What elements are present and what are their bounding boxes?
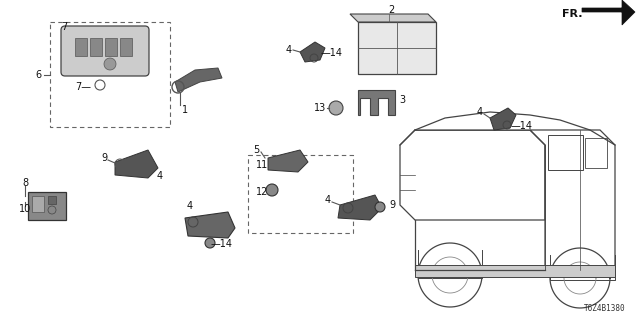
Circle shape [205,238,215,248]
Bar [548,135,583,170]
Text: 4: 4 [477,107,483,117]
Polygon shape [490,108,516,130]
Bar [32,196,44,212]
Text: 4: 4 [286,45,292,55]
Text: 12: 12 [256,187,268,197]
Circle shape [48,206,56,214]
Text: 7—: 7— [75,82,91,92]
Polygon shape [300,42,325,62]
FancyBboxPatch shape [61,26,149,76]
Bar [120,38,132,56]
Bar [75,38,87,56]
Polygon shape [358,90,395,115]
Bar [50,22,170,127]
Polygon shape [582,0,635,25]
Text: 13: 13 [314,103,326,113]
Text: 6: 6 [35,70,41,80]
Text: 11: 11 [256,160,268,170]
Text: 10: 10 [19,204,31,214]
Bar [28,192,66,220]
Polygon shape [185,212,235,238]
Text: 4: 4 [325,195,331,205]
Text: 4: 4 [187,201,193,211]
Bar [105,38,117,56]
Polygon shape [268,150,308,172]
Circle shape [104,58,116,70]
Polygon shape [338,195,382,220]
Text: 7: 7 [61,22,67,32]
Text: 3: 3 [399,95,405,105]
Text: —14: —14 [211,239,233,249]
Bar [358,22,436,74]
Text: 2: 2 [388,5,394,15]
Polygon shape [175,68,222,92]
Polygon shape [350,14,436,22]
Circle shape [375,202,385,212]
Bar [248,155,353,233]
Text: 1: 1 [182,105,188,115]
Text: —14: —14 [511,121,533,131]
Text: 4: 4 [157,171,163,181]
Bar [48,196,56,204]
Bar [585,138,607,168]
Text: FR.: FR. [562,9,582,19]
Circle shape [329,101,343,115]
Text: 8: 8 [22,178,28,188]
Polygon shape [115,150,158,178]
Bar [90,38,102,56]
Text: T6Z4B1380: T6Z4B1380 [584,304,625,313]
Text: 5: 5 [253,145,259,155]
Text: 9: 9 [101,153,107,163]
Text: —14: —14 [321,48,343,58]
Bar [415,265,615,277]
Text: 9: 9 [389,200,395,210]
Circle shape [266,184,278,196]
